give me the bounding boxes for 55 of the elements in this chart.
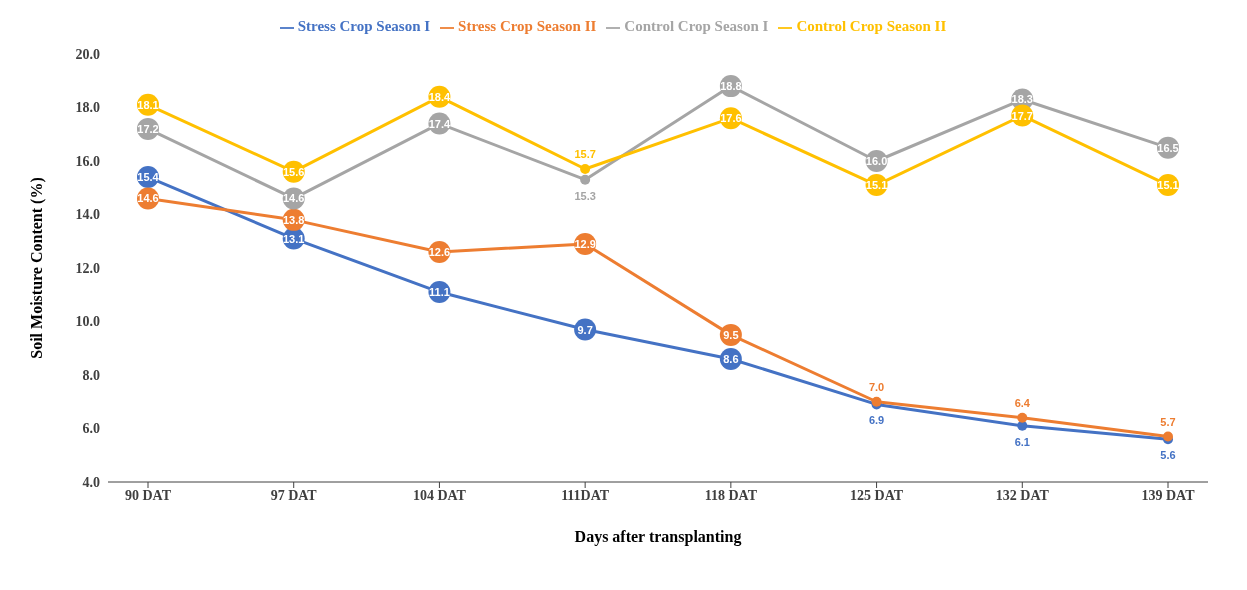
data-label: 7.0 (868, 380, 885, 393)
data-label: 13.8 (283, 213, 305, 226)
data-label: 14.6 (283, 192, 305, 205)
data-label: 12.9 (574, 237, 596, 250)
data-label: 8.6 (723, 352, 739, 365)
legend-label: Control Crop Season II (796, 18, 947, 34)
data-label: 12.6 (428, 245, 451, 258)
data-label: 18.1 (137, 98, 159, 111)
data-label: 18.3 (1011, 93, 1033, 106)
data-label: 17.2 (137, 122, 159, 135)
data-label: 15.1 (1157, 179, 1179, 192)
x-tick-label: 90 DAT (124, 487, 172, 503)
data-label: 9.5 (723, 328, 739, 341)
y-tick-label: 18.0 (75, 100, 100, 116)
x-tick-label: 132 DAT (995, 487, 1050, 503)
data-label: 15.3 (574, 189, 596, 202)
data-label: 17.6 (720, 112, 742, 125)
y-tick-label: 12.0 (75, 260, 100, 276)
data-label: 17.4 (428, 117, 452, 130)
legend-label: Stress Crop Season I (297, 18, 431, 34)
x-tick-label: 118 DAT (704, 487, 758, 503)
x-axis-title: Days after transplanting (574, 528, 742, 546)
data-label: 15.1 (865, 179, 888, 192)
data-label: 15.7 (574, 148, 596, 161)
data-label: 15.6 (283, 165, 305, 178)
y-tick-label: 14.0 (75, 207, 100, 223)
data-label: 6.9 (868, 414, 885, 427)
y-tick-label: 10.0 (75, 314, 100, 330)
data-label: 16.0 (865, 155, 888, 167)
legend-label: Stress Crop Season II (458, 18, 597, 34)
x-tick-label: 97 DAT (270, 487, 318, 503)
data-label: 5.7 (1160, 415, 1176, 428)
data-label: 11.1 (429, 286, 450, 299)
data-label: 16.5 (1157, 141, 1179, 154)
y-axis-title: Soil Moisture Content (%) (27, 177, 46, 359)
data-label: 13.1 (283, 232, 305, 245)
x-tick-label: 125 DAT (850, 487, 904, 503)
legend-label: Control Crop Season I (624, 18, 769, 34)
y-tick-label: 20.0 (75, 46, 100, 62)
x-tick-label: 104 DAT (412, 487, 467, 503)
data-label: 5.6 (1160, 449, 1176, 462)
data-label: 15.4 (137, 171, 160, 184)
data-label: 6.1 (1014, 435, 1030, 448)
x-tick-label: 111DAT (561, 487, 610, 503)
x-tick-label: 139 DAT (1141, 487, 1196, 503)
data-label: 18.8 (720, 80, 742, 93)
y-tick-label: 16.0 (75, 153, 100, 169)
y-tick-label: 4.0 (82, 474, 100, 490)
y-tick-label: 6.0 (82, 421, 100, 437)
data-label: 17.7 (1011, 109, 1033, 122)
data-label: 6.4 (1014, 396, 1031, 409)
y-tick-label: 8.0 (82, 367, 100, 383)
data-label: 14.6 (137, 192, 159, 205)
data-label: 18.4 (428, 90, 452, 103)
data-label: 9.7 (577, 323, 593, 336)
